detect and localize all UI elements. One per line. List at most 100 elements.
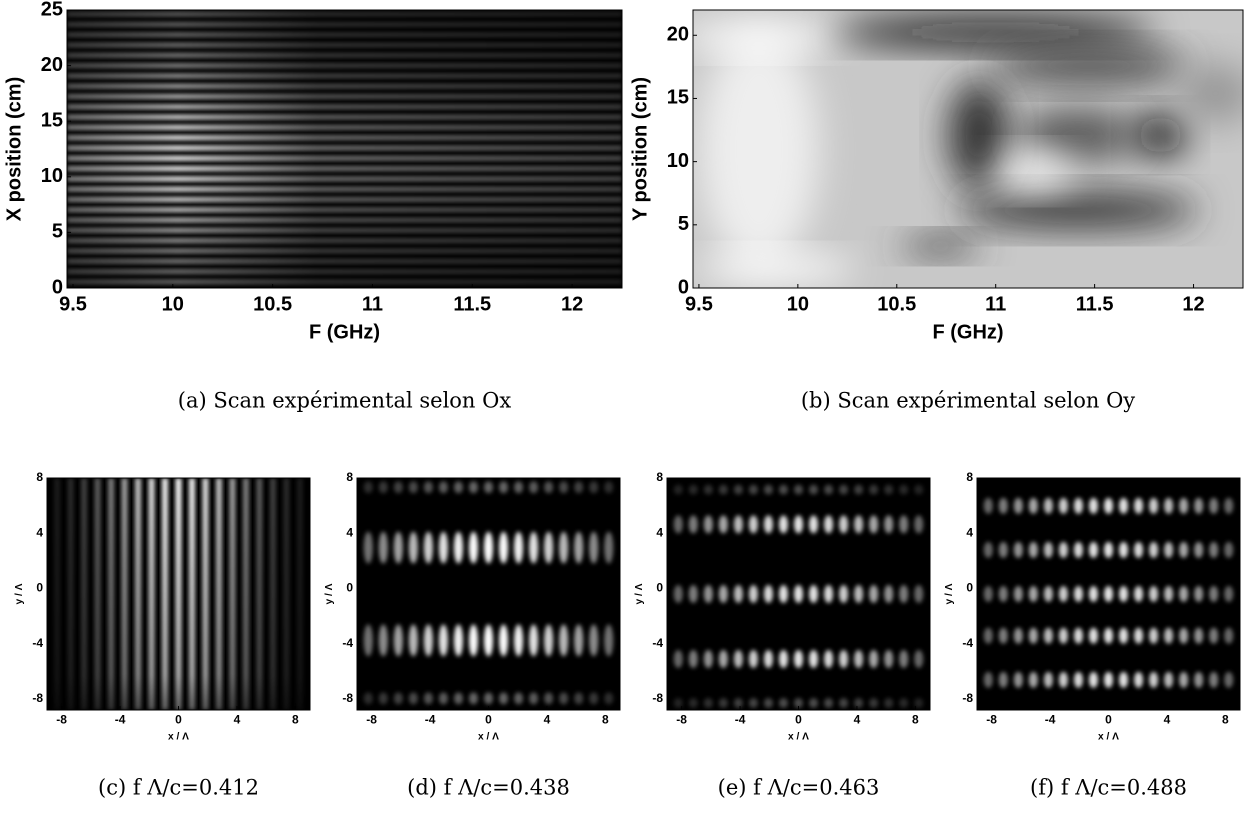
y-tick-label: 8 (656, 470, 663, 484)
lobe (998, 671, 1008, 688)
lobe (1224, 627, 1234, 644)
lobe (809, 484, 819, 495)
lobe (673, 484, 683, 495)
lobe (1149, 497, 1159, 514)
fringe (67, 21, 622, 27)
x-tick-label: 4 (544, 712, 551, 726)
lobe (824, 484, 834, 495)
lobe (884, 649, 894, 668)
heatmap (363, 481, 614, 705)
lobe (914, 585, 924, 603)
y-tick-label: 20 (41, 54, 63, 76)
lobe (1073, 586, 1083, 602)
x-tick-label: 9.5 (59, 293, 87, 315)
lobe (1134, 586, 1144, 602)
blob (949, 80, 1009, 191)
lobe (794, 698, 803, 709)
y-tick-label: 0 (678, 276, 689, 298)
lobe (809, 515, 819, 534)
lobe (453, 692, 463, 705)
stripe (162, 478, 169, 710)
y-tick-label: -8 (652, 691, 663, 705)
blob (1135, 115, 1186, 156)
x-tick-label: 4 (234, 712, 241, 726)
panel: -8 -4 0 4 8 -8 -4 0 4 8 x / Λ y / Λ (d) f Λ/c=0.438 (324, 470, 621, 800)
lobe (484, 692, 493, 705)
lobe (824, 698, 834, 709)
lobe (1073, 671, 1083, 688)
heatmap (693, 10, 1243, 288)
lobe (1104, 671, 1113, 688)
heatmap (54, 478, 303, 710)
x-tick-label: 8 (1222, 712, 1229, 726)
lobe (1179, 497, 1189, 514)
lobe (1224, 497, 1234, 514)
lobe (1164, 627, 1174, 644)
lobe (574, 692, 584, 705)
heatmap-background (357, 478, 620, 710)
lobe (703, 649, 713, 668)
x-tick-label: 8 (292, 712, 299, 726)
lobe (688, 515, 698, 534)
lobe (998, 497, 1008, 514)
lobe (1149, 671, 1159, 688)
lobe (1119, 671, 1129, 688)
fringe (67, 145, 622, 151)
lobe (1194, 497, 1204, 514)
blob (699, 29, 819, 269)
stripe (94, 478, 101, 710)
lobe (1149, 627, 1159, 644)
y-tick-label: 0 (36, 581, 43, 595)
lobe (1209, 541, 1219, 558)
lobe (824, 585, 834, 603)
y-tick-label: 0 (52, 276, 63, 298)
y-axis-label: X position (cm) (3, 77, 25, 221)
x-tick-label: 10.5 (877, 293, 916, 315)
lobe (499, 624, 509, 657)
y-tick-label: 5 (678, 213, 689, 235)
y-tick-label: 4 (36, 525, 43, 539)
lobe (1043, 497, 1053, 514)
lobe (899, 515, 909, 534)
lobe (1194, 627, 1204, 644)
x-tick-label: 12 (1182, 293, 1204, 315)
lobe (393, 481, 403, 494)
lobe (514, 624, 524, 657)
lobe (778, 649, 788, 668)
lobe (1058, 586, 1068, 602)
stripe (283, 478, 290, 710)
x-tick-label: 11 (985, 293, 1006, 315)
stripe (202, 478, 209, 710)
lobe (499, 692, 509, 705)
stripe (81, 478, 88, 710)
lobe (1209, 671, 1219, 688)
lobe (763, 698, 773, 709)
y-tick-label: -4 (342, 636, 353, 650)
lobe (1134, 671, 1144, 688)
stripe (135, 478, 142, 710)
y-axis-label: Y position (cm) (629, 77, 651, 221)
lobe (983, 497, 993, 514)
fringe (67, 186, 622, 192)
lobe (378, 624, 388, 657)
lobe (983, 586, 993, 602)
lobe (604, 531, 614, 564)
x-tick-label: -8 (56, 712, 67, 726)
x-tick-label: 10 (162, 293, 184, 315)
lobe (914, 649, 924, 668)
lobe (1194, 541, 1204, 558)
x-tick-label: 11.5 (453, 293, 491, 315)
lobe (1149, 586, 1159, 602)
lobe (748, 585, 758, 603)
lobe (854, 649, 864, 668)
lobe (884, 698, 894, 709)
blob (1175, 63, 1243, 124)
lobe (438, 692, 448, 705)
stripe (215, 478, 222, 710)
lobe (378, 481, 388, 494)
lobe (778, 484, 788, 495)
lobe (544, 531, 554, 564)
lobe (1194, 671, 1204, 688)
lobe (809, 649, 819, 668)
lobe (778, 698, 788, 709)
